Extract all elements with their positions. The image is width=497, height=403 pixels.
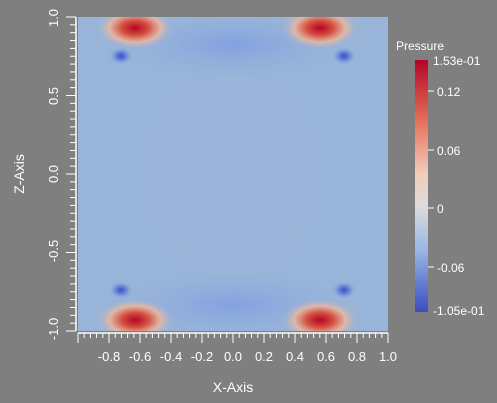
x-axis-title: X-Axis — [213, 379, 253, 395]
y-tick-label: 0.5 — [46, 87, 61, 105]
z-axis-title: Z-Axis — [11, 154, 27, 194]
x-tick-label: 0.2 — [255, 349, 273, 364]
x-tick-label: 0.4 — [286, 349, 304, 364]
colorbar: Pressure 1.53e-01 0.12 0.06 0 -0.06 -1.0… — [396, 39, 485, 318]
colorbar-tick-label: 1.53e-01 — [433, 54, 481, 68]
y-tick-label: -1.0 — [46, 318, 61, 340]
x-tick-label: -0.8 — [98, 349, 120, 364]
colorbar-tick-label: 0.12 — [437, 85, 461, 99]
x-tick-label: 0.0 — [224, 349, 242, 364]
colorbar-tick-label: -0.06 — [437, 261, 465, 275]
z-axis — [66, 16, 77, 332]
x-tick-label: -0.4 — [160, 349, 182, 364]
colorbar-title: Pressure — [396, 39, 444, 53]
y-tick-label: 1.0 — [46, 9, 61, 27]
x-tick-label: -0.2 — [191, 349, 213, 364]
x-tick-label: -0.6 — [129, 349, 151, 364]
colorbar-ticks — [428, 90, 434, 268]
colorbar-tick-label: 0.06 — [437, 144, 461, 158]
colorbar-tick-label: 0 — [437, 202, 444, 216]
y-tick-label: 0.0 — [46, 165, 61, 183]
x-tick-label: 0.6 — [317, 349, 335, 364]
x-tick-label: 1.0 — [379, 349, 397, 364]
x-axis — [77, 332, 389, 343]
colorbar-tick-label: -1.05e-01 — [433, 304, 485, 318]
pressure-field — [78, 17, 388, 331]
x-tick-label: 0.8 — [348, 349, 366, 364]
y-tick-label: -0.5 — [46, 240, 61, 262]
colorbar-gradient — [415, 60, 428, 312]
